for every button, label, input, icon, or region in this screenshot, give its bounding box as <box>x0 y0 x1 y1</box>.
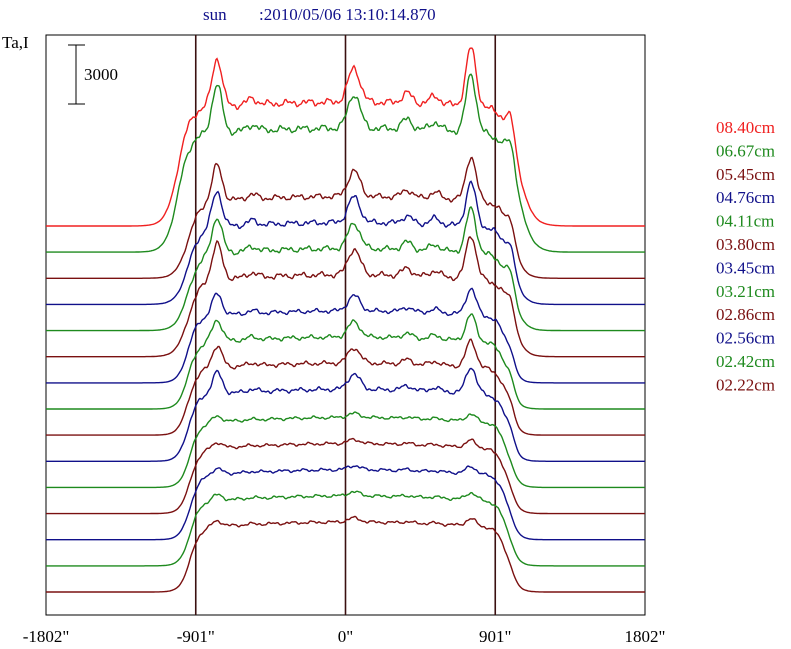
series-line <box>46 437 645 515</box>
series-line <box>46 465 645 541</box>
header-timestamp: :2010/05/06 13:10:14.870 <box>259 5 436 24</box>
series-line <box>46 180 645 306</box>
series-line <box>46 515 645 593</box>
legend-entry: 04.11cm <box>716 212 774 231</box>
legend-entry: 03.80cm <box>716 235 775 254</box>
series-line <box>46 47 645 227</box>
series-line <box>46 411 645 489</box>
legend-entry: 04.76cm <box>716 188 775 207</box>
x-tick-label: -1802" <box>23 627 70 646</box>
series-line <box>46 73 645 253</box>
legend-entry: 03.45cm <box>716 258 775 277</box>
legend-entry: 05.45cm <box>716 165 775 184</box>
series-traces <box>46 47 645 593</box>
y-axis-label: Ta,I <box>2 33 29 52</box>
legend-entry: 02.42cm <box>716 352 775 371</box>
header-object: sun <box>203 5 227 24</box>
series-line <box>46 338 645 436</box>
vertical-markers <box>194 35 497 615</box>
legend-entry: 08.40cm <box>716 118 775 137</box>
series-line <box>46 367 645 462</box>
series-line <box>46 156 645 279</box>
x-tick-labels: -1802" -901" 0" 901" 1802" <box>23 627 666 646</box>
x-tick-label: 1802" <box>625 627 666 646</box>
x-tick-label: 0" <box>338 627 353 646</box>
series-line <box>46 287 645 384</box>
series-line <box>46 490 645 567</box>
scale-bar-label: 3000 <box>84 65 118 84</box>
scale-bar <box>68 44 85 105</box>
series-line <box>46 236 645 358</box>
legend-entry: 02.22cm <box>716 375 775 394</box>
series-line <box>46 313 645 410</box>
legend-entry: 02.86cm <box>716 305 775 324</box>
series-line <box>46 206 645 332</box>
legend-entry: 02.56cm <box>716 329 775 348</box>
x-tick-label: 901" <box>479 627 511 646</box>
legend: 08.40cm 06.67cm 05.45cm 04.76cm 04.11cm 03.80… <box>716 118 775 394</box>
legend-entry: 06.67cm <box>716 141 775 160</box>
x-tick-label: -901" <box>177 627 215 646</box>
legend-entry: 03.21cm <box>716 282 775 301</box>
